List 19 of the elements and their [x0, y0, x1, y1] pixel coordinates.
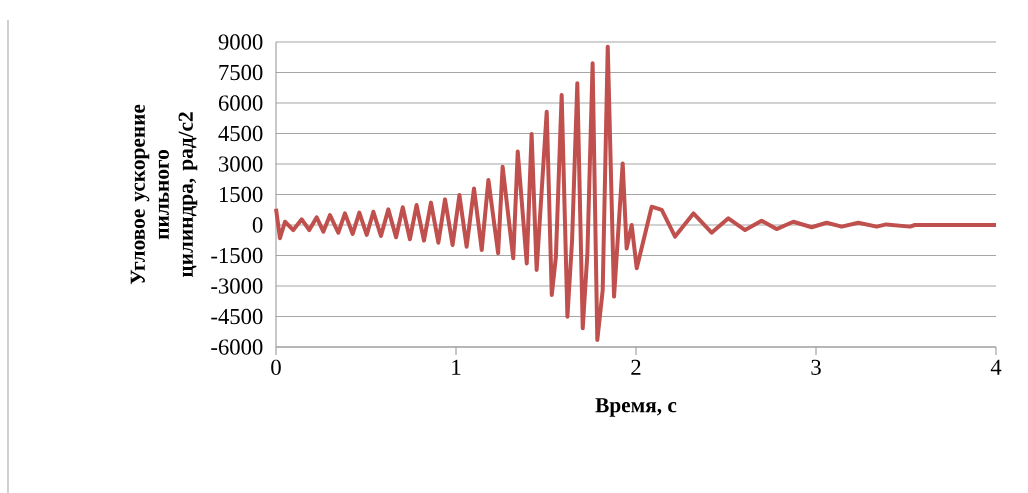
x-axis-title: Время, с [595, 398, 677, 417]
y-tick-label: -1500 [211, 247, 263, 264]
y-tick-label: 6000 [218, 95, 263, 111]
x-tick-label: 1 [452, 359, 461, 375]
x-tick-label: 0 [271, 359, 281, 376]
x-tick-label: 2 [631, 359, 641, 375]
x-tick-label: 3 [811, 359, 821, 375]
y-tick-label: 9000 [218, 34, 263, 50]
y-tick-label: 0 [252, 217, 263, 233]
y-tick-label: 1500 [219, 186, 263, 203]
y-tick-label: -4500 [211, 308, 263, 325]
y-tick-label: 4500 [218, 125, 263, 142]
y-tick-label: -6000 [211, 339, 263, 355]
y-tick-label: 7500 [219, 64, 263, 81]
y-tick-label: -3000 [211, 278, 263, 294]
x-tick-label: 4 [990, 359, 1002, 375]
line-series [274, 44, 998, 343]
y-axis-title: Угловое ускорение пильного цилиндра, рад/с2 [130, 104, 198, 285]
y-tick-label: 3000 [219, 156, 263, 172]
